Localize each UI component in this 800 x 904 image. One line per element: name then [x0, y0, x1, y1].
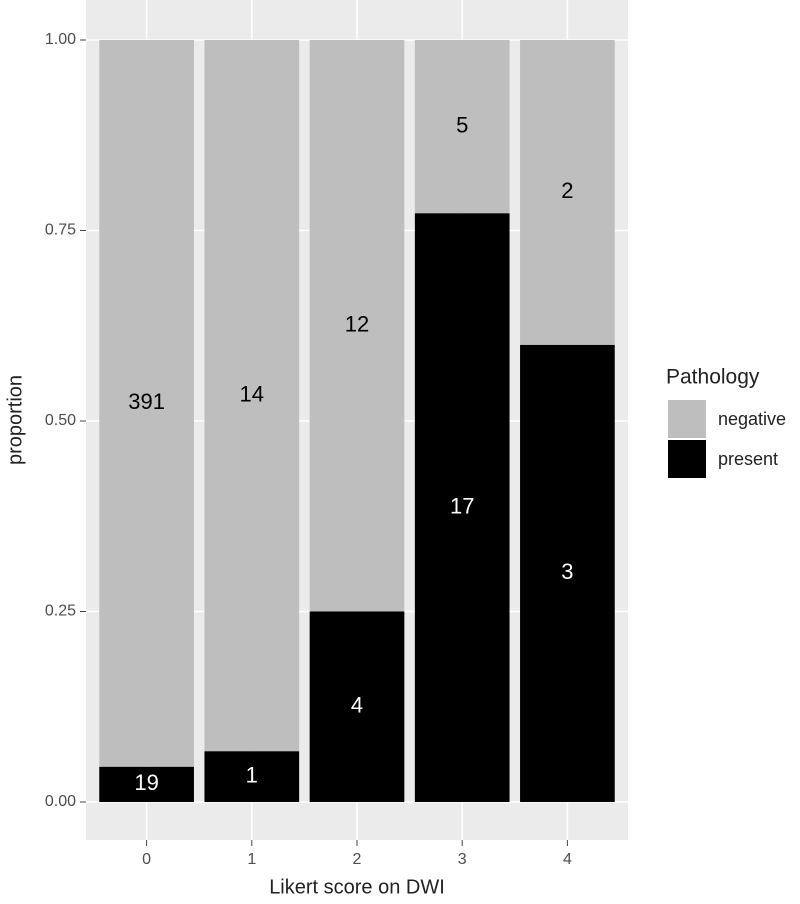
- x-tick-label: 0: [142, 851, 151, 868]
- y-tick-label: 0.25: [45, 603, 76, 620]
- data-label: 3: [561, 559, 573, 584]
- bar-segment: [99, 40, 194, 767]
- bar-segment: [204, 751, 300, 802]
- x-tick-label: 4: [563, 851, 572, 868]
- legend-label: negative: [718, 409, 786, 429]
- legend-key: [668, 400, 706, 438]
- legend-key: [668, 440, 706, 478]
- data-label: 5: [456, 112, 468, 137]
- bar-segment: [309, 40, 405, 612]
- bar-segment: [204, 40, 300, 752]
- bar-segment: [414, 213, 510, 802]
- bar-segment: [520, 40, 615, 345]
- y-tick-label: 0.75: [45, 222, 76, 239]
- data-label: 19: [134, 770, 158, 795]
- x-tick-label: 3: [458, 851, 467, 868]
- data-label: 391: [128, 389, 165, 414]
- y-tick-label: 0.00: [45, 793, 76, 810]
- data-label: 12: [345, 312, 369, 337]
- legend-label: present: [718, 449, 778, 469]
- legend-title: Pathology: [666, 366, 760, 389]
- data-label: 2: [561, 178, 573, 203]
- data-label: 17: [450, 493, 474, 518]
- x-axis-title: Likert score on DWI: [269, 876, 445, 898]
- data-label: 4: [351, 693, 363, 718]
- x-tick-label: 1: [247, 851, 256, 868]
- bar-segment: [309, 611, 405, 802]
- bar-segment: [414, 40, 510, 214]
- bar-segment: [99, 766, 194, 802]
- data-label: 1: [246, 762, 258, 787]
- bar-segment: [520, 344, 615, 802]
- data-label: 14: [240, 381, 264, 406]
- y-tick-label: 1.00: [45, 31, 76, 48]
- y-axis-title: proportion: [4, 375, 26, 465]
- y-tick-label: 0.50: [45, 412, 76, 429]
- x-tick-label: 2: [353, 851, 362, 868]
